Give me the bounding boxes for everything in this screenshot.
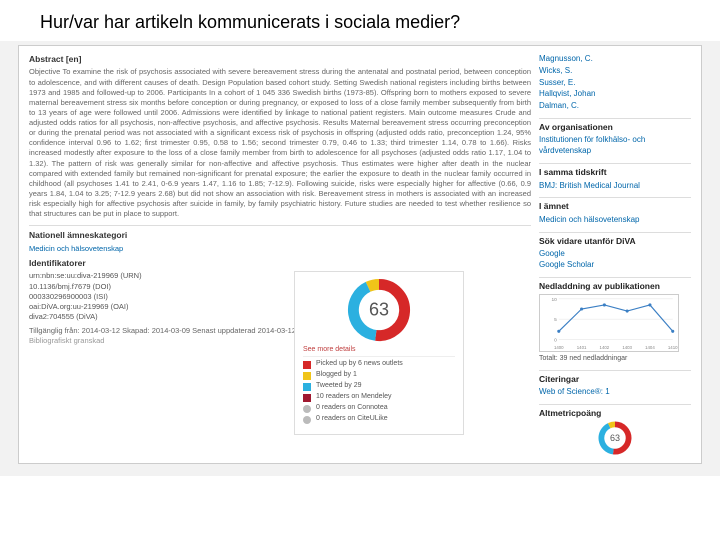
author-link[interactable]: Hallqvist, Johan [539,89,691,100]
altmetric-source-row: 10 readers on Mendeley [303,393,455,402]
altmetric-label: Altmetricpoäng [539,404,691,419]
org-label: Av organisationen [539,118,691,133]
journal-link[interactable]: BMJ: British Medical Journal [539,181,691,192]
search-label: Sök vidare utanför DiVA [539,232,691,247]
citations-value[interactable]: Web of Science®: 1 [539,387,691,398]
altmetric-marker [303,372,311,380]
altmetric-marker [303,383,311,391]
see-more-link[interactable]: See more details [303,346,455,357]
svg-text:5: 5 [554,317,557,323]
svg-text:0: 0 [554,337,557,343]
citations-label: Citeringar [539,370,691,385]
content-area: Abstract [en] Objective To examine the r… [0,41,720,476]
altmetric-source-text: Tweeted by 29 [316,382,362,389]
org-link[interactable]: Institutionen för folkhälso- och vårdvet… [539,135,691,157]
identifiers-label: Identifikatorer [29,258,531,269]
svg-text:10: 10 [552,297,558,303]
author-link[interactable]: Dalman, C. [539,101,691,112]
altmetric-donut: 63 [347,278,411,342]
altmetric-source-text: 10 readers on Mendeley [316,393,392,400]
altmetric-marker [303,361,311,369]
altmetric-score: 63 [369,300,389,321]
downloads-chart: 0 5 10 1400 1401 1402 1403 1404 1410 [539,294,679,352]
side-column: Magnusson, C. Wicks, S. Susser, E. Hallq… [539,54,691,455]
downloads-label: Nedladdning av publikationen [539,277,691,292]
altmetric-source-text: 0 readers on CiteULike [316,415,388,422]
abstract-text: Objective To examine the risk of psychos… [29,67,531,219]
page-title: Hur/var har artikeln kommunicerats i soc… [0,0,720,41]
altmetric-source-row: 0 readers on Connotea [303,404,455,413]
abstract-label: Abstract [en] [29,54,531,65]
journal-label: I samma tidskrift [539,163,691,178]
svg-text:1400: 1400 [554,345,564,350]
search-link-google[interactable]: Google [539,249,691,260]
svg-text:1404: 1404 [645,345,655,350]
altmetric-source-row: Blogged by 1 [303,371,455,380]
altmetric-source-row: Tweeted by 29 [303,382,455,391]
author-link[interactable]: Susser, E. [539,78,691,89]
altmetric-marker [303,394,311,402]
subject-link[interactable]: Medicin och hälsovetenskap [539,215,691,226]
subject-label: I ämnet [539,197,691,212]
svg-text:1403: 1403 [622,345,632,350]
altmetric-source-row: Picked up by 6 news outlets [303,360,455,369]
nat-subject-label: Nationell ämneskategori [29,230,531,241]
altmetric-source-text: 0 readers on Connotea [316,404,388,411]
altmetric-marker [303,405,311,413]
svg-text:1402: 1402 [600,345,610,350]
svg-text:1401: 1401 [577,345,587,350]
author-link[interactable]: Wicks, S. [539,66,691,77]
altmetric-small-score: 63 [610,432,620,444]
altmetric-marker [303,416,311,424]
downloads-total: Totalt: 39 ned nedladdningar [539,354,691,363]
altmetric-source-text: Blogged by 1 [316,371,357,378]
altmetric-badge[interactable]: 63 See more details Picked up by 6 news … [294,271,464,435]
altmetric-source-text: Picked up by 6 news outlets [316,360,403,367]
nat-subject-value[interactable]: Medicin och hälsovetenskap [29,244,531,254]
search-link-scholar[interactable]: Google Scholar [539,260,691,271]
svg-text:1410: 1410 [668,345,678,350]
record-panel: Abstract [en] Objective To examine the r… [18,45,702,464]
author-link[interactable]: Magnusson, C. [539,54,691,65]
altmetric-small-badge[interactable]: 63 [598,421,632,455]
altmetric-source-row: 0 readers on CiteULike [303,415,455,424]
